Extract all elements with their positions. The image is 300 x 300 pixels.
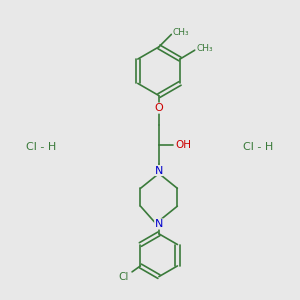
Text: OH: OH <box>176 140 192 150</box>
Text: Cl: Cl <box>118 272 129 282</box>
Text: O: O <box>154 103 163 113</box>
Text: CH₃: CH₃ <box>196 44 213 53</box>
Text: N: N <box>155 219 163 229</box>
Text: Cl - H: Cl - H <box>26 142 57 152</box>
Text: Cl - H: Cl - H <box>243 142 274 152</box>
Text: N: N <box>155 166 163 176</box>
Text: CH₃: CH₃ <box>172 28 189 37</box>
